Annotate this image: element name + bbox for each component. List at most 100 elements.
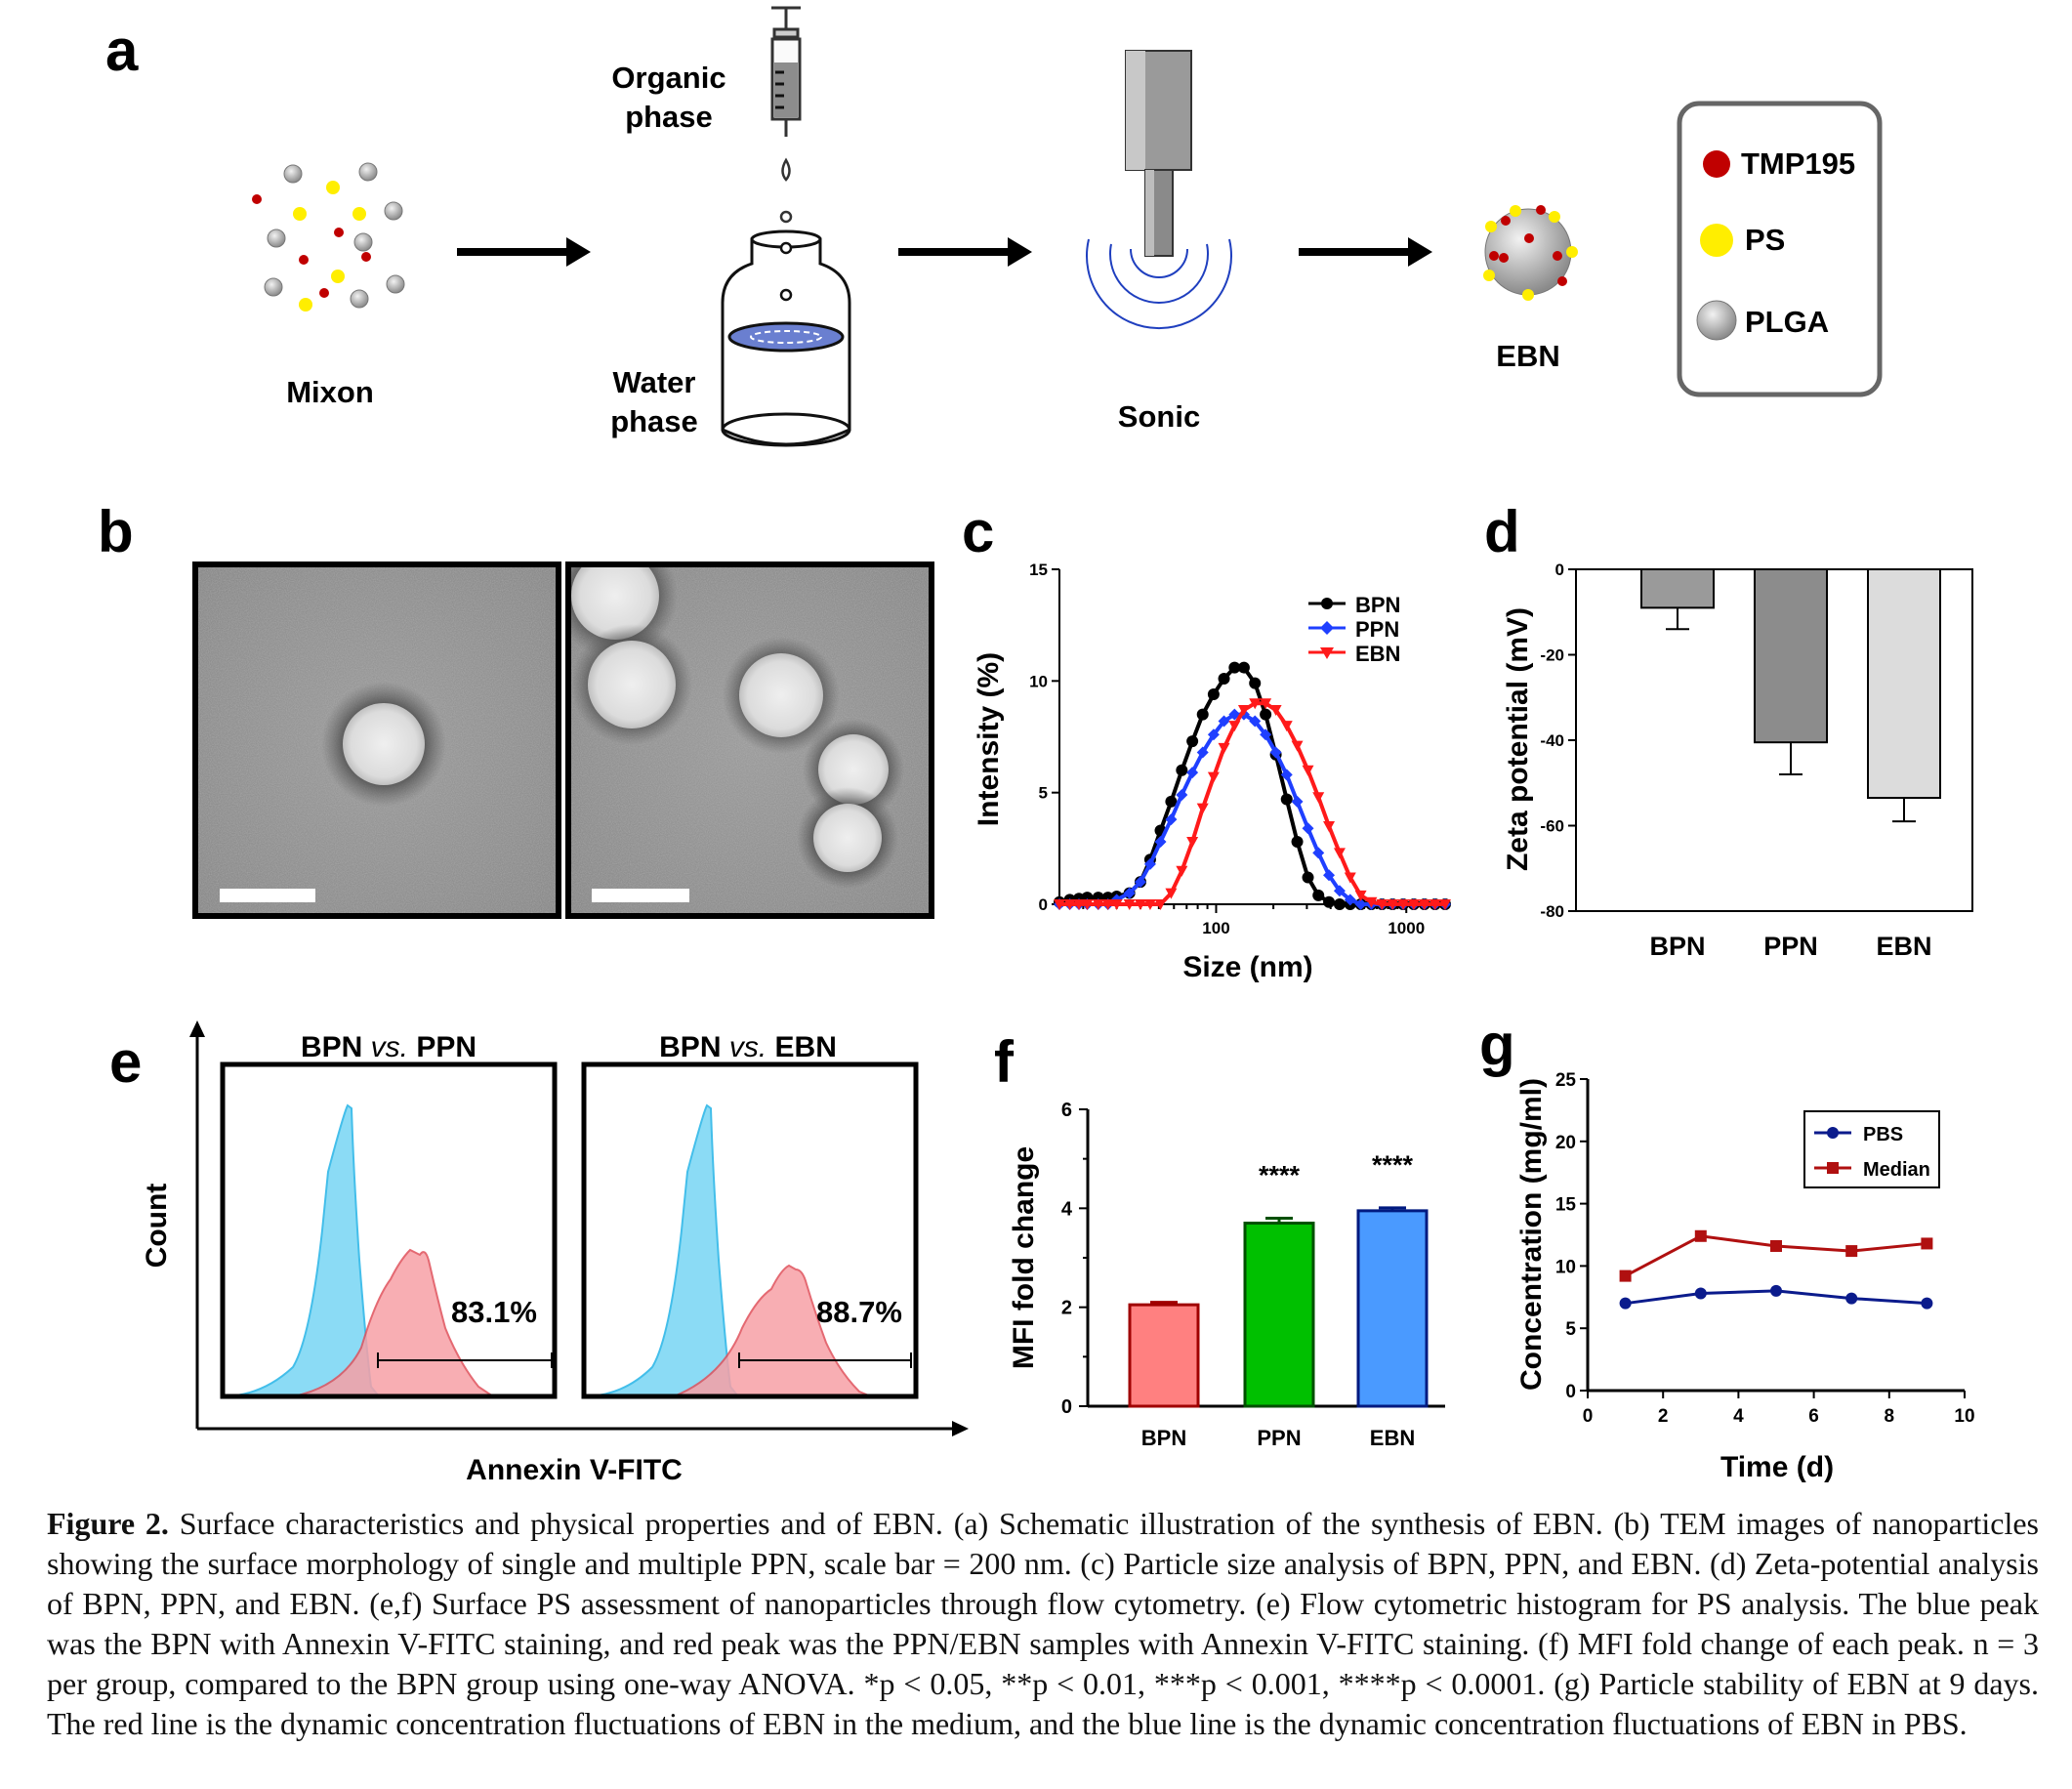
c-point-bpn — [1312, 889, 1325, 901]
e-peak-bpn — [587, 1103, 741, 1397]
c-point-ppn — [1207, 728, 1220, 741]
c-point-ebn — [1387, 899, 1399, 910]
e-percent-1: 83.1% — [451, 1295, 537, 1329]
c-point-ppn — [1354, 898, 1367, 910]
d-category-label: EBN — [1876, 932, 1931, 961]
arrow-3 — [1299, 237, 1432, 267]
panel-label-f: f — [994, 1029, 1015, 1095]
c-point-ppn — [1249, 715, 1262, 728]
panel-label-b: b — [98, 499, 134, 564]
c-point-ppn — [1302, 822, 1314, 835]
c-point-ebn — [1280, 721, 1293, 732]
g-point-pbs — [1921, 1297, 1933, 1310]
arrow-1 — [457, 237, 591, 267]
c-point-ebn — [1312, 792, 1325, 804]
c-point-bpn — [1260, 708, 1272, 721]
e-histogram-ppn: BPN vs. PPN 83.1% — [220, 1031, 558, 1399]
c-point-ppn — [1134, 876, 1146, 889]
c-point-ebn — [1110, 899, 1123, 910]
figure-caption: Figure 2. Surface characteristics and ph… — [47, 1504, 2039, 1744]
scale-bar — [592, 889, 689, 902]
d-y-tick-label: -40 — [1540, 731, 1564, 750]
c-y-tick-label: 10 — [1029, 672, 1048, 690]
e-y-axis-label: Count — [141, 1184, 173, 1269]
c-point-ppn — [1123, 887, 1136, 899]
c-point-ebn — [1196, 803, 1209, 814]
e-title-1: BPN vs. PPN — [301, 1031, 477, 1063]
c-point-ebn — [1439, 899, 1451, 910]
g-point-median — [1694, 1229, 1707, 1242]
d-y-tick-label: 0 — [1555, 561, 1564, 579]
c-point-ebn — [1365, 896, 1378, 908]
c-point-ebn — [1269, 705, 1282, 717]
c-point-ebn — [1418, 899, 1430, 910]
water-label-1: Water — [613, 365, 696, 399]
c-point-ebn — [1249, 698, 1262, 710]
c-point-bpn — [1302, 871, 1314, 884]
d-category-label: PPN — [1763, 932, 1818, 961]
g-legend-pbs: PBS — [1863, 1124, 1903, 1145]
g-point-median — [1770, 1239, 1782, 1252]
mixon-particles — [252, 162, 405, 312]
g-x-axis-label: Time (d) — [1720, 1451, 1834, 1483]
c-point-ebn — [1291, 740, 1304, 752]
c-point-ebn — [1176, 865, 1188, 877]
c-point-ebn — [1101, 899, 1114, 910]
tem-image-single — [192, 562, 561, 919]
panel-f-mfi: 0 2 4 6 BPN **** PPN **** EBN MFI fold change — [1008, 1100, 1445, 1450]
c-point-bpn — [1249, 677, 1262, 689]
bottle-icon — [721, 229, 851, 447]
c-point-ppn — [1154, 835, 1167, 848]
panel-label-d: d — [1484, 499, 1520, 564]
panel-d-zeta: 0 -20 -40 -60 -80 BPN PPN EBN Zeta potential (… — [1502, 561, 1973, 961]
f-y-tick-label: 6 — [1061, 1100, 1072, 1121]
f-significance-label: **** — [1372, 1150, 1414, 1180]
g-x-tick-label: 0 — [1583, 1406, 1594, 1427]
c-point-bpn — [1218, 673, 1230, 686]
c-point-ebn — [1354, 890, 1367, 901]
c-point-ppn — [1323, 869, 1336, 882]
f-category-label: BPN — [1141, 1426, 1186, 1450]
c-point-bpn — [1291, 835, 1304, 848]
c-point-ppn — [1143, 857, 1156, 870]
e-x-axis-label: Annexin V-FITC — [466, 1454, 683, 1486]
c-point-ebn — [1207, 771, 1220, 783]
c-point-ppn — [1218, 715, 1230, 728]
f-category-label: PPN — [1257, 1426, 1301, 1450]
sonicator-icon — [1086, 50, 1232, 330]
c-point-bpn — [1280, 793, 1293, 806]
c-point-ebn — [1054, 899, 1065, 910]
g-point-median — [1845, 1245, 1858, 1258]
f-significance-label: **** — [1259, 1160, 1301, 1189]
scale-bar — [220, 889, 315, 902]
c-x-axis-label: Size (nm) — [1182, 951, 1312, 983]
c-point-ppn — [1312, 847, 1325, 859]
c-point-bpn — [1165, 795, 1178, 808]
c-point-bpn — [1333, 898, 1346, 910]
panel-a-schematic: Mixon Organic phase — [252, 6, 1883, 447]
c-point-ppn — [1196, 746, 1209, 759]
c-legend: BPN PPN EBN — [1308, 593, 1400, 666]
panel-label-g: g — [1479, 1012, 1515, 1077]
c-point-ebn — [1407, 899, 1420, 910]
schematic-legend: TMP195 PS PLGA — [1677, 101, 1883, 397]
c-point-ebn — [1397, 899, 1410, 910]
g-point-pbs — [1845, 1292, 1858, 1305]
f-bar-bpn — [1128, 1303, 1200, 1408]
f-category-label: EBN — [1370, 1426, 1415, 1450]
c-point-bpn — [1207, 688, 1220, 701]
syringe-icon — [770, 6, 802, 224]
c-point-ppn — [1176, 788, 1188, 801]
c-y-tick-label: 15 — [1029, 561, 1048, 579]
c-point-bpn — [1196, 708, 1209, 721]
c-x-tick-label: 100 — [1202, 919, 1229, 937]
f-bar-ppn — [1243, 1222, 1315, 1408]
g-x-tick-label: 4 — [1733, 1406, 1744, 1427]
d-y-tick-label: -80 — [1540, 902, 1564, 921]
sonic-label: Sonic — [1118, 399, 1200, 434]
c-legend-ppn: PPN — [1355, 617, 1399, 642]
c-point-ebn — [1302, 765, 1314, 776]
c-legend-ebn: EBN — [1355, 642, 1400, 666]
c-point-ebn — [1344, 872, 1356, 884]
